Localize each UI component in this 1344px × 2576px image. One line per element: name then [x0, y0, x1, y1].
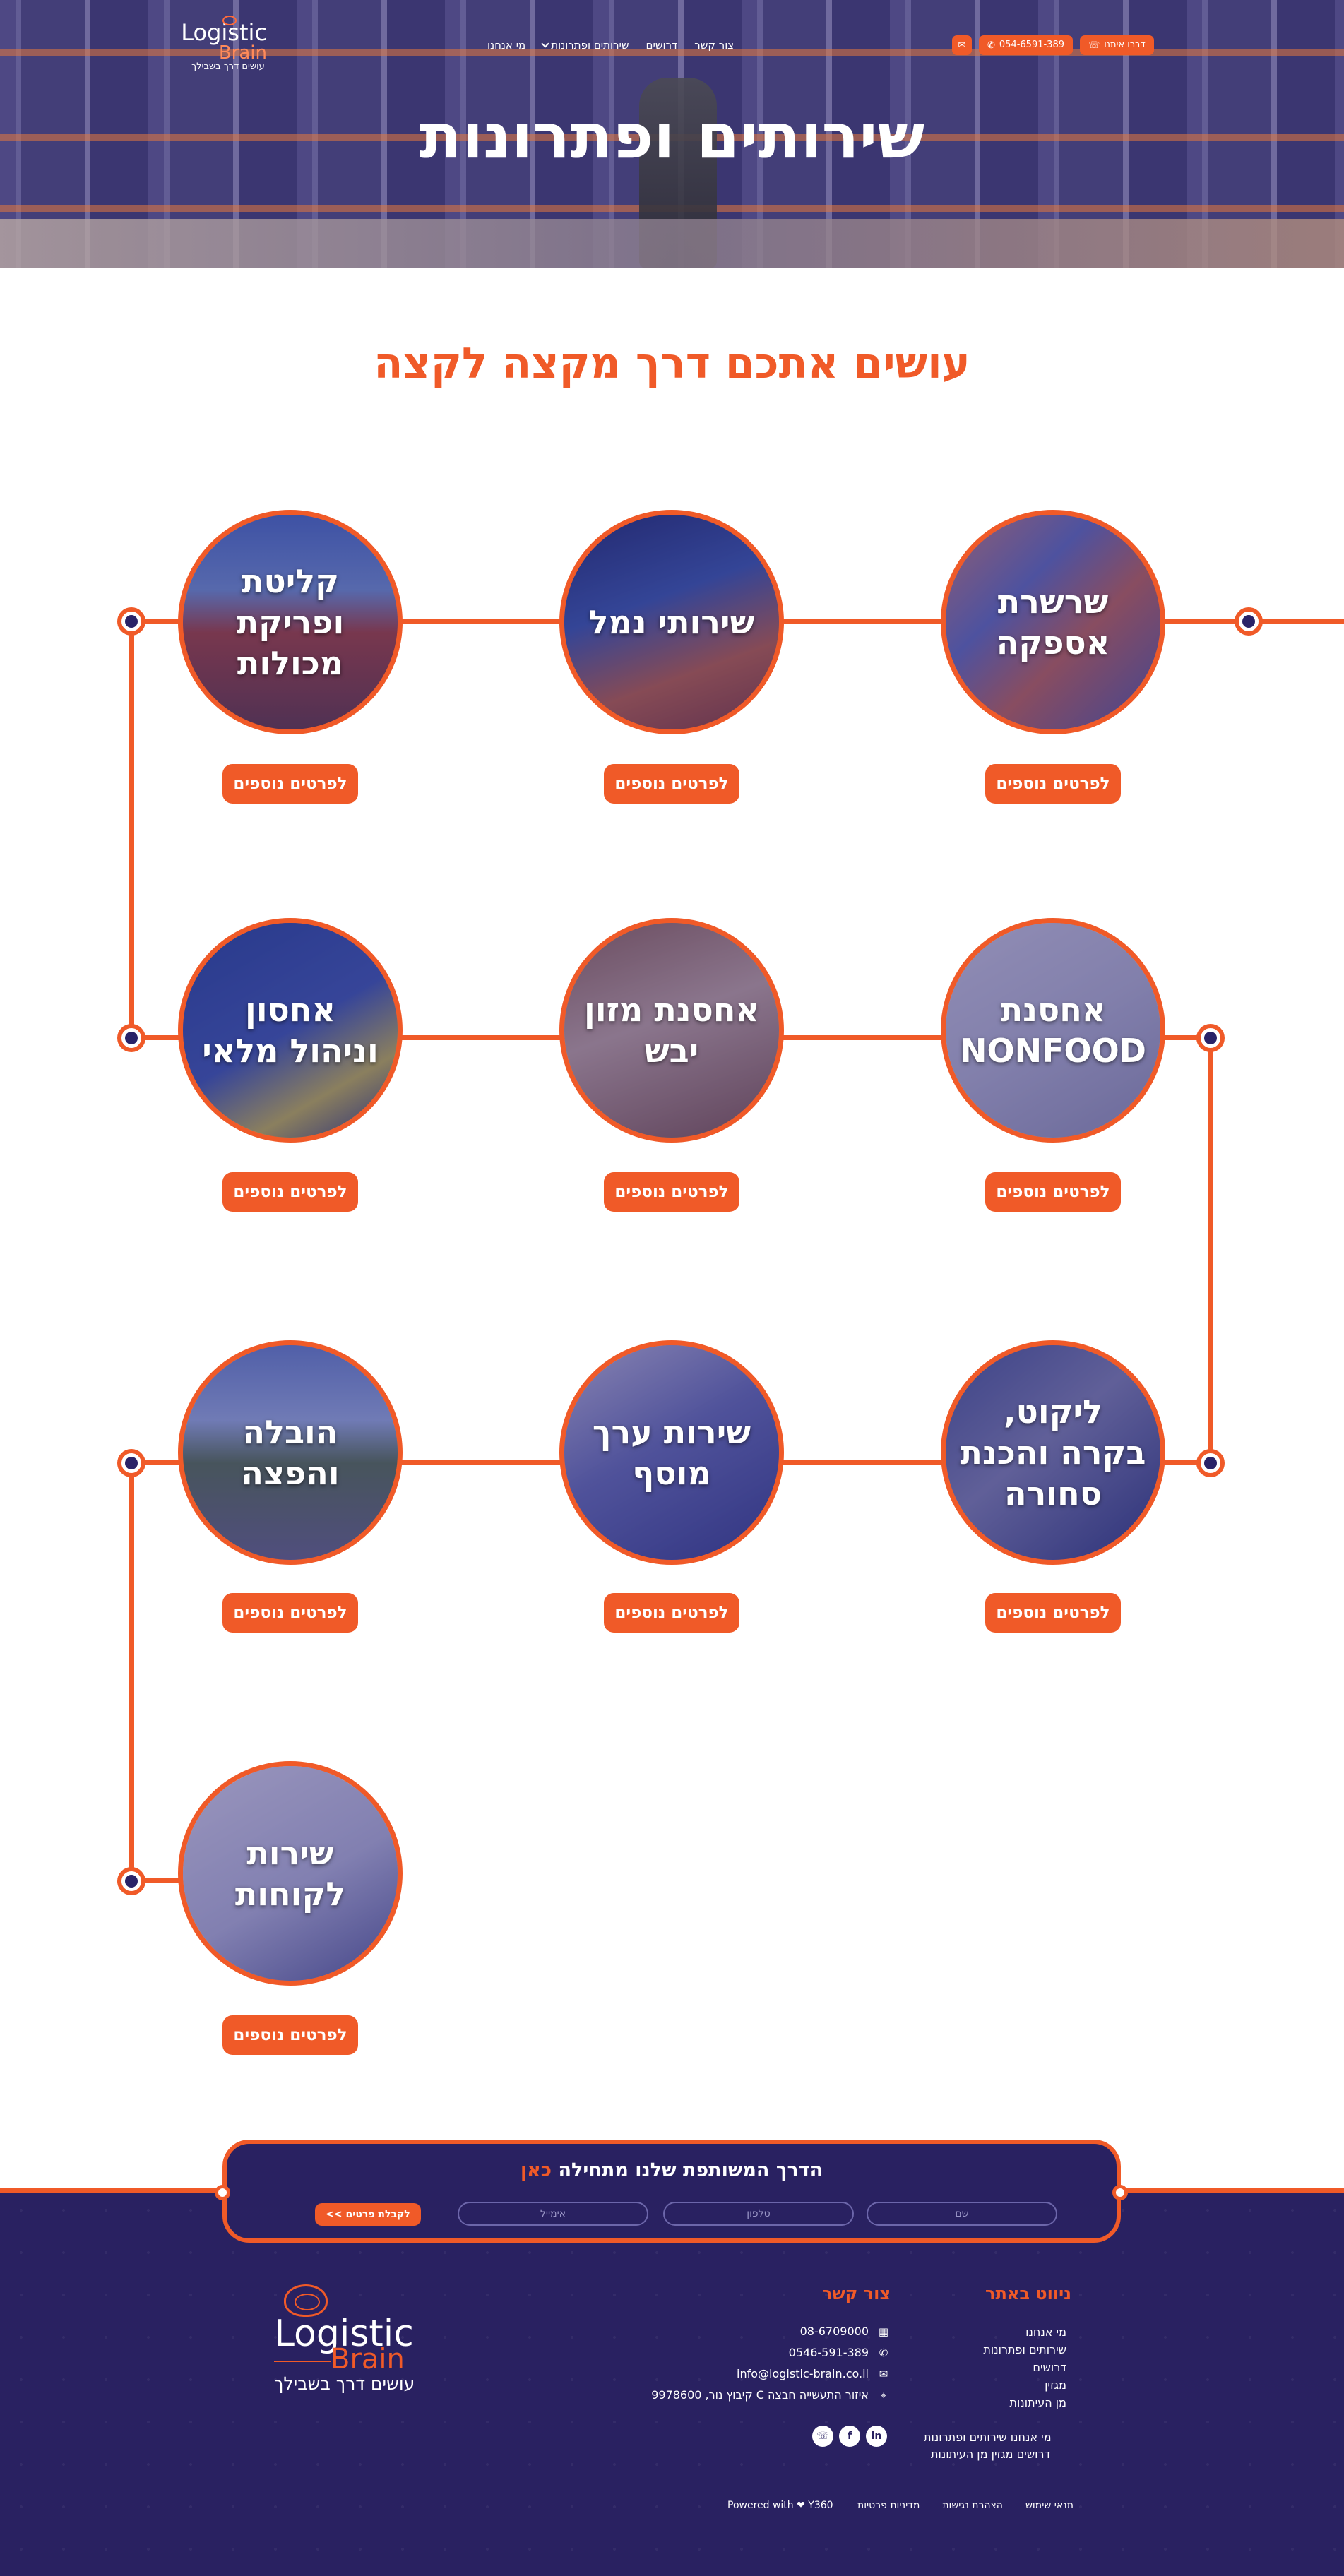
service-card-dry-food-storage[interactable]: אחסנת מזון יבש	[559, 918, 784, 1143]
path-line	[1208, 1037, 1213, 1463]
legal-links: תנאי שימוש הצהרת נגישות מדיניות פרטיות	[857, 2497, 1074, 2514]
submit-button[interactable]: לקבלת פרטים >>	[315, 2203, 421, 2226]
mail-button[interactable]: ✉	[952, 35, 972, 55]
facebook-icon[interactable]: f	[839, 2426, 860, 2447]
path-node	[117, 1867, 145, 1895]
footer-link-press[interactable]: מן העיתונות	[1009, 2396, 1066, 2409]
location-icon: ⌖	[880, 2389, 887, 2402]
linkedin-icon[interactable]: in	[866, 2426, 887, 2447]
path-node	[117, 1449, 145, 1477]
footer-nav-inline[interactable]: דרושים מגזין מן העיתונות	[931, 2447, 1051, 2461]
path-node	[117, 1024, 145, 1052]
path-node	[1196, 1024, 1225, 1052]
path-node	[117, 607, 145, 636]
service-card-picking[interactable]: ליקוט, בקרה והכנת סחורה	[941, 1340, 1165, 1565]
social-links: ☏ f in	[812, 2426, 887, 2447]
phone-button[interactable]: ✆ 054-6591-389	[979, 35, 1073, 55]
footer-link-magazine[interactable]: מגזין	[1045, 2378, 1066, 2392]
nav-item-about[interactable]: מי אנחנו	[487, 39, 526, 52]
service-card-distribution[interactable]: הובלה והפצה	[178, 1340, 403, 1565]
footer-link-about[interactable]: מי אנחנו	[1025, 2325, 1066, 2339]
phone-icon: ✆	[987, 40, 995, 51]
legal-link-terms[interactable]: תנאי שימוש	[1025, 2500, 1074, 2511]
lead-form: הדרך המשותפת שלנו מתחילה כאן שם טלפון אי…	[215, 2140, 1128, 2243]
service-details-button[interactable]: לפרטים נוספים	[222, 1593, 358, 1633]
talk-to-us-button[interactable]: ☏ דברו איתנו	[1080, 35, 1154, 55]
page-title: שירותים ופתרונות	[419, 100, 925, 172]
form-knob	[215, 2185, 230, 2200]
email-row[interactable]: ✉ info@logistic-brain.co.il	[636, 2366, 890, 2383]
footer-nav-links: מי אנחנו שירותים ופתרונות דרושים מגזין מ…	[982, 2323, 1066, 2411]
mail-icon: ✉	[958, 40, 966, 51]
brain-logo-icon	[284, 2284, 328, 2317]
service-details-button[interactable]: לפרטים נוספים	[222, 1172, 358, 1212]
phone-field[interactable]: טלפון	[663, 2202, 854, 2226]
service-card-nonfood-storage[interactable]: אחסנת NONFOOD	[941, 918, 1165, 1143]
path-line	[129, 621, 134, 1039]
site-logo[interactable]: Logistic Brain עושים דרך בשבילך	[181, 16, 267, 76]
phone-icon: ✆	[879, 2347, 888, 2359]
service-card-supply-chain[interactable]: שרשרת אספקה	[941, 510, 1165, 734]
brain-logo-icon	[222, 16, 237, 25]
legal-link-accessibility[interactable]: הצהרת נגישות	[942, 2500, 1003, 2511]
path-line	[129, 1462, 134, 1883]
service-card-value-added[interactable]: שירות ערך מוסף	[559, 1340, 784, 1565]
lead-form-title: הדרך המשותפת שלנו מתחילה כאן	[520, 2159, 823, 2181]
fax-icon: ▦	[878, 2325, 889, 2338]
service-details-button[interactable]: לפרטים נוספים	[985, 764, 1121, 804]
service-details-button[interactable]: לפרטים נוספים	[222, 2015, 358, 2055]
service-card-containers[interactable]: קליטת ופריקת מכולות	[178, 510, 403, 734]
mail-icon: ✉	[879, 2368, 888, 2380]
path-node	[1196, 1449, 1225, 1477]
footer-link-jobs[interactable]: דרושים	[1033, 2361, 1066, 2374]
site-footer	[0, 2189, 1344, 2576]
path-node	[1235, 607, 1263, 636]
service-details-button[interactable]: לפרטים נוספים	[985, 1593, 1121, 1633]
main-nav: מי אנחנו שירותים ופתרונות דרושים צור קשר	[487, 37, 734, 54]
service-card-customer-service[interactable]: שירות לקוחות	[178, 1761, 403, 1986]
fax-row[interactable]: ▦ 08-6709000	[636, 2323, 890, 2340]
footer-link-services[interactable]: שירותים ופתרונות	[983, 2343, 1066, 2356]
form-knob	[1112, 2185, 1128, 2200]
footer-contact-title: צור קשר	[822, 2284, 891, 2303]
service-details-button[interactable]: לפרטים נוספים	[222, 764, 358, 804]
whatsapp-icon: ☏	[1088, 40, 1100, 51]
powered-by[interactable]: Powered with ❤ Y360	[727, 2500, 833, 2511]
whatsapp-icon[interactable]: ☏	[812, 2426, 833, 2447]
footer-nav-title: ניווט באתר	[985, 2284, 1072, 2303]
services-heading: עושים אתכם דרך מקצה לקצה	[374, 339, 970, 388]
service-details-button[interactable]: לפרטים נוספים	[985, 1172, 1121, 1212]
chevron-down-icon	[541, 40, 549, 48]
service-details-button[interactable]: לפרטים נוספים	[604, 1593, 739, 1633]
service-card-port-services[interactable]: שירותי נמל	[559, 510, 784, 734]
footer-nav-inline[interactable]: מי אנחנו שירותים ופתרונות	[924, 2431, 1052, 2444]
address-row[interactable]: ⌖ איזור התעשייה חבצה C קיבוץ נור, 9978600	[636, 2387, 890, 2404]
nav-item-jobs[interactable]: דרושים	[646, 39, 678, 52]
email-field[interactable]: אימייל	[458, 2202, 648, 2226]
header-actions: ✉ ✆ 054-6591-389 ☏ דברו איתנו	[952, 35, 1154, 55]
service-details-button[interactable]: לפרטים נוספים	[604, 764, 739, 804]
nav-item-services[interactable]: שירותים ופתרונות	[541, 37, 629, 54]
phone-row[interactable]: ✆ 0546-591-389	[636, 2344, 890, 2361]
name-field[interactable]: שם	[867, 2202, 1057, 2226]
service-card-inventory[interactable]: אחסון וניהול מלאי	[178, 918, 403, 1143]
nav-item-contact[interactable]: צור קשר	[694, 39, 735, 52]
service-details-button[interactable]: לפרטים נוספים	[604, 1172, 739, 1212]
footer-contact: ▦ 08-6709000 ✆ 0546-591-389 ✉ info@logistic…	[636, 2323, 890, 2404]
legal-link-privacy[interactable]: מדיניות פרטיות	[857, 2500, 920, 2511]
